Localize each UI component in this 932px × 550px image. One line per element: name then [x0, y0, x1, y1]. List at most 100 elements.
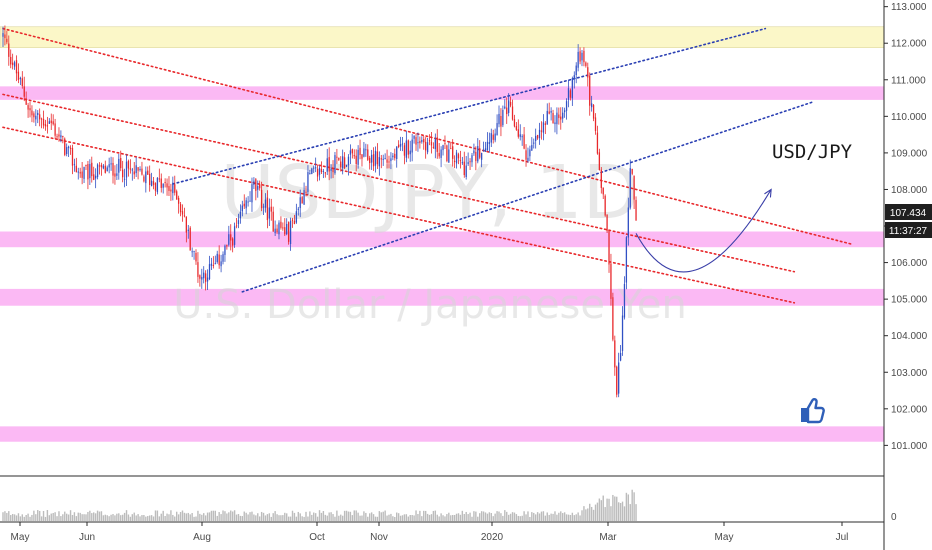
candle-body: [542, 122, 545, 133]
candle-body: [222, 254, 224, 262]
trendline-red-upper: [2, 27, 854, 246]
candle-body: [370, 154, 373, 163]
volume-bar: [409, 515, 411, 521]
candle-body: [398, 144, 400, 147]
candle-body: [251, 184, 253, 203]
volume-bar: [106, 515, 108, 521]
volume-bar: [411, 515, 413, 521]
candle-body: [243, 203, 245, 207]
volume-bar: [585, 509, 587, 521]
time-tick-label: 2020: [481, 532, 504, 543]
candle-body: [172, 182, 174, 194]
volume-bar: [228, 512, 230, 521]
volume-bar: [616, 496, 618, 521]
volume-bar: [361, 515, 363, 521]
volume-bar: [40, 516, 43, 521]
candle-body: [245, 200, 247, 209]
candle-body: [307, 172, 309, 192]
volume-bar: [345, 510, 348, 521]
candle-body: [585, 62, 587, 66]
volume-bar: [85, 514, 87, 521]
volume-bar: [147, 516, 149, 521]
candle-body: [13, 62, 16, 67]
volume-bar: [284, 512, 286, 521]
candle-body: [535, 135, 537, 141]
volume-bar: [451, 514, 454, 521]
candle-body: [33, 113, 35, 118]
candle-body: [633, 175, 635, 200]
candle-body: [498, 113, 500, 125]
volume-bar: [58, 511, 60, 521]
candle-body: [106, 167, 108, 172]
time-axis[interactable]: May Jun Aug Oct Nov 2020 Mar May Jul: [11, 522, 849, 543]
volume-bar: [633, 492, 635, 521]
volume-bar: [31, 514, 33, 521]
candle-body: [619, 352, 622, 361]
candle-body: [266, 197, 269, 221]
volume-bar: [606, 498, 608, 521]
volume-bar: [587, 508, 589, 521]
volume-bar: [289, 516, 292, 521]
candle-body: [232, 238, 234, 246]
volume-bar: [423, 510, 425, 521]
price-tick-label: 112.000: [891, 39, 927, 50]
candle-body: [75, 165, 77, 173]
candle-body: [508, 100, 510, 113]
volume-bar: [226, 513, 228, 521]
volume-bar: [120, 515, 122, 521]
candle-body: [112, 162, 114, 176]
price-tick-label: 113.000: [891, 2, 927, 13]
volume-bar: [617, 502, 620, 521]
volume-bar: [560, 511, 562, 521]
candle-body: [67, 146, 70, 148]
candle-body: [174, 184, 176, 193]
volume-bar: [589, 503, 591, 521]
volume-bar: [382, 511, 384, 521]
volume-bar: [554, 511, 556, 521]
volume-bar: [253, 514, 255, 521]
volume-bar: [25, 514, 27, 521]
zone-layer: [0, 26, 885, 442]
candle-body: [405, 140, 408, 158]
candle-body: [552, 113, 554, 123]
volume-bar: [141, 515, 143, 521]
candle-body: [343, 157, 346, 169]
trendline-layer: [2, 27, 854, 304]
volume-bar: [71, 514, 74, 521]
thumbs-up-icon: [801, 398, 825, 424]
time-tick-label: Nov: [370, 532, 388, 543]
candle-body: [608, 230, 610, 265]
volume-bar: [600, 500, 602, 521]
candle-body: [94, 175, 97, 179]
candle-body: [15, 60, 18, 74]
volume-bar: [502, 515, 504, 521]
volume-bar: [457, 513, 460, 521]
candle-body: [149, 173, 151, 185]
volume-bar: [46, 510, 49, 521]
volume-bar: [270, 516, 272, 521]
candle-body: [280, 221, 282, 228]
volume-bar: [490, 513, 492, 521]
candle-body: [6, 38, 8, 43]
volume-bar: [480, 511, 483, 521]
candle-body: [413, 135, 415, 139]
volume-bar: [118, 513, 120, 521]
volume-bar: [469, 512, 471, 521]
candle-body: [185, 216, 187, 233]
volume-bar: [473, 511, 475, 521]
candle-body: [455, 152, 458, 164]
volume-bar: [133, 512, 135, 521]
volume-bar: [374, 516, 377, 521]
candle-body: [177, 197, 180, 204]
volume-bar: [444, 516, 446, 521]
candle-body: [573, 75, 575, 80]
candle-body: [355, 155, 357, 164]
candle-body: [471, 155, 473, 163]
candle-body: [282, 227, 284, 229]
candle-body: [479, 148, 481, 158]
candle-body: [374, 150, 377, 166]
candle-body: [73, 164, 76, 166]
volume-bar: [286, 513, 288, 521]
